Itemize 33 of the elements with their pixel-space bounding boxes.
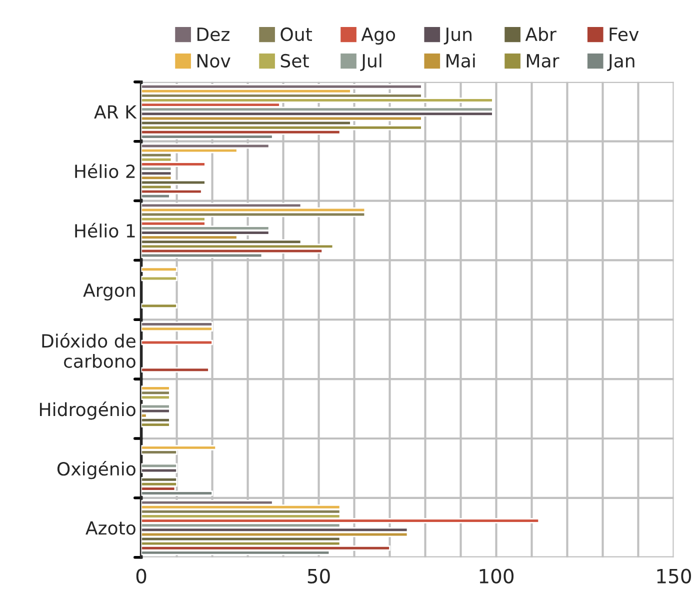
- y-tick-label: Hidrogénio: [40, 402, 136, 420]
- y-tick-label: Argon: [83, 284, 135, 301]
- legend-label: Out: [280, 27, 312, 42]
- bar: [141, 340, 213, 346]
- y-tick-label: Dióxido de carbono: [42, 333, 136, 368]
- y-tick-label: Hélio 1: [75, 222, 135, 238]
- y-tick-label: Azoto: [86, 521, 136, 535]
- legend-label: Abr: [525, 27, 556, 42]
- legend-label: Jun: [444, 28, 472, 44]
- x-tick-label: 50: [308, 568, 330, 584]
- legend-label: Mar: [526, 54, 560, 68]
- legend-label: Nov: [197, 54, 230, 68]
- y-tick-label: Oxigénio: [57, 460, 136, 480]
- x-tick-label: 150: [657, 568, 691, 584]
- legend-label: Ago: [361, 28, 396, 45]
- bar: [141, 276, 178, 282]
- x-tick-label: 0: [136, 568, 146, 584]
- legend-label: Dez: [197, 28, 230, 42]
- legend-label: Jul: [360, 54, 382, 71]
- legend-label: Mai: [446, 54, 475, 68]
- bar: [141, 303, 178, 308]
- bar: [141, 180, 206, 186]
- y-tick-label: AR K: [94, 105, 137, 118]
- x-tick-label: 100: [480, 568, 514, 584]
- bar: [141, 468, 178, 474]
- bar: [141, 408, 170, 414]
- legend-label: Set: [280, 54, 309, 68]
- bar: [141, 266, 178, 272]
- bar: [141, 367, 210, 372]
- y-tick-label: Hélio 2: [75, 163, 135, 178]
- bar: [141, 212, 366, 218]
- legend-label: Jan: [607, 54, 634, 71]
- legend-label: Fev: [610, 28, 639, 42]
